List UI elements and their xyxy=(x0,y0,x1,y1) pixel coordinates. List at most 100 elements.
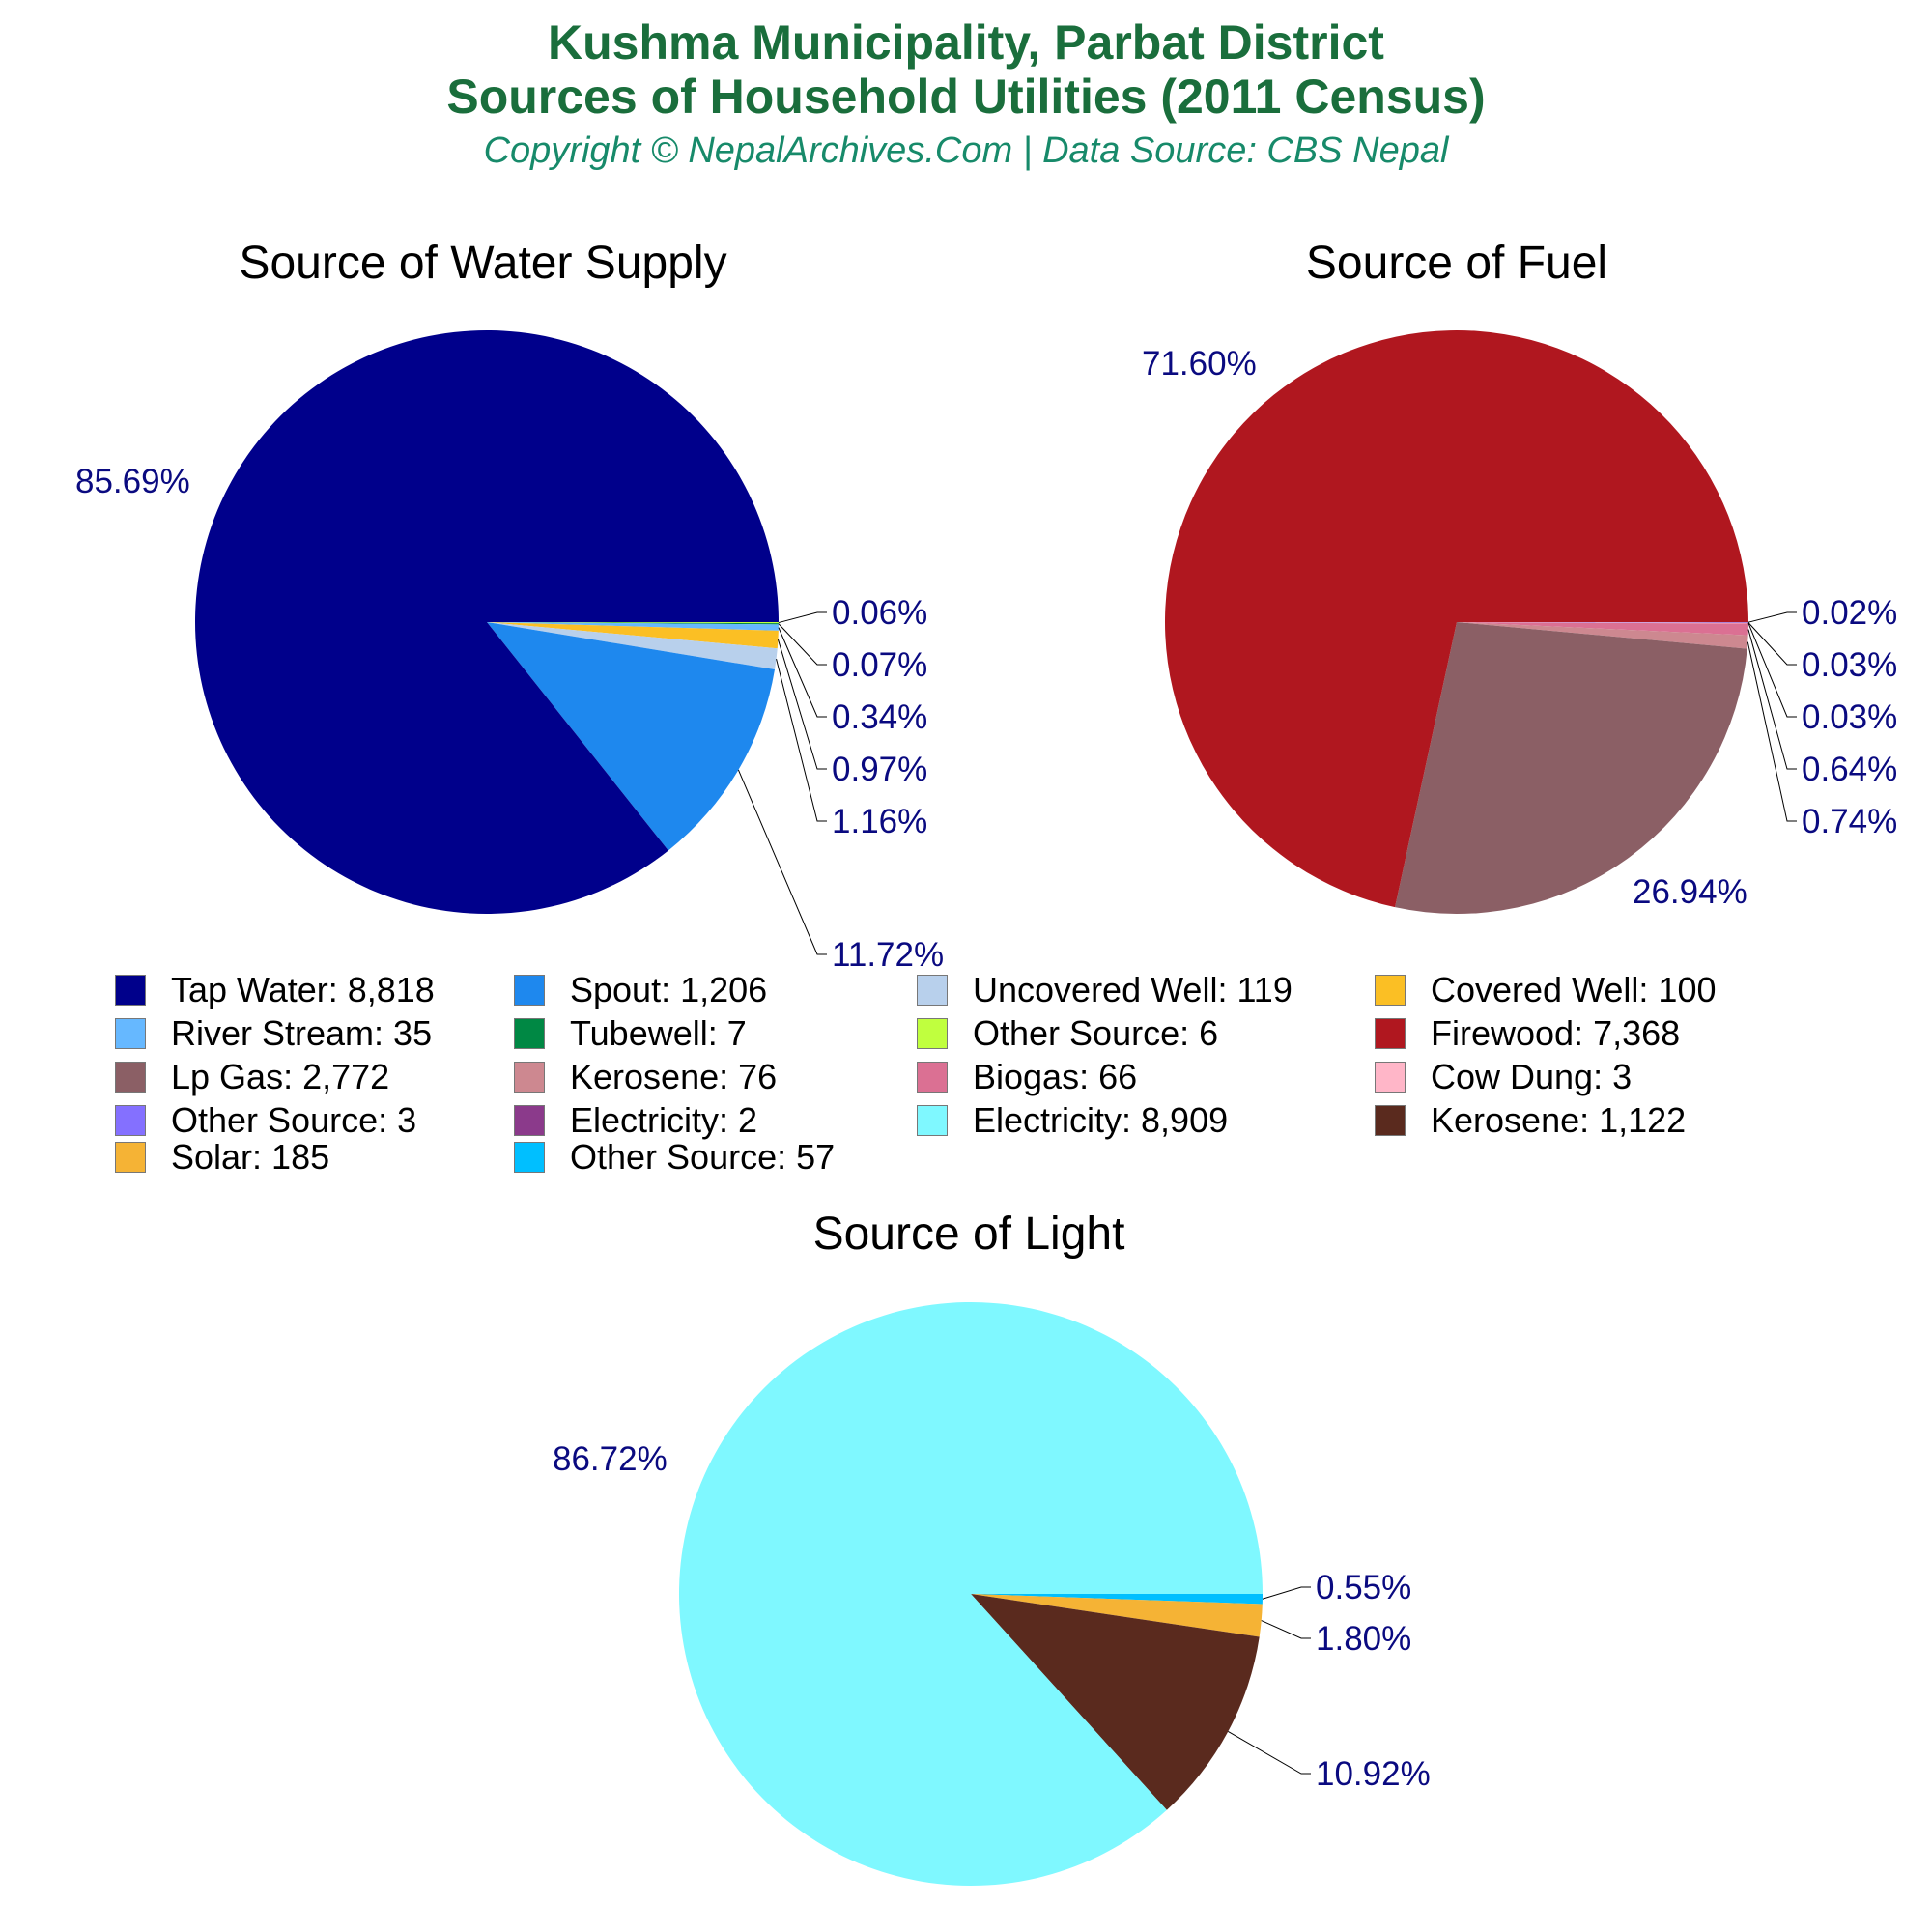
legend-item: Kerosene: 76 xyxy=(514,1057,777,1097)
chart-title-line2: Sources of Household Utilities (2011 Cen… xyxy=(446,70,1486,124)
legend-label: River Stream: 35 xyxy=(171,1013,433,1053)
leader-line xyxy=(1262,1586,1311,1600)
leader-line xyxy=(1228,1730,1311,1775)
light-pie-slice xyxy=(971,1594,1263,1605)
legend-item: Kerosene: 1,122 xyxy=(1375,1100,1686,1141)
fuel-pie-slice xyxy=(1395,622,1747,914)
chart-title-line1: Kushma Municipality, Parbat District xyxy=(548,15,1384,70)
legend-label: Tap Water: 8,818 xyxy=(171,970,435,1009)
legend-swatch xyxy=(917,1018,948,1049)
legend-item: Solar: 185 xyxy=(115,1137,329,1178)
water-pie-slice xyxy=(487,622,779,649)
water-pie-slice xyxy=(487,622,779,631)
leader-line xyxy=(1747,629,1797,770)
legend-label: Spout: 1,206 xyxy=(570,970,768,1009)
water-percent-label: 0.07% xyxy=(832,646,927,684)
legend-swatch xyxy=(1375,1062,1406,1093)
water-pie-slice xyxy=(487,622,775,851)
leader-line xyxy=(1747,623,1797,718)
legend-label: Electricity: 8,909 xyxy=(973,1100,1229,1140)
leader-line xyxy=(1747,611,1797,623)
legend-item: Spout: 1,206 xyxy=(514,970,767,1010)
leader-line xyxy=(1747,641,1797,822)
legend-label: Other Source: 57 xyxy=(570,1137,836,1177)
fuel-percent-label: 0.64% xyxy=(1802,751,1897,788)
legend-swatch xyxy=(1375,1018,1406,1049)
water-pie-slice xyxy=(487,622,779,625)
fuel-percent-label: 0.74% xyxy=(1802,803,1897,840)
legend-label: Biogas: 66 xyxy=(973,1057,1138,1096)
fuel-percent-label: 26.94% xyxy=(1633,873,1747,911)
legend-swatch xyxy=(115,1062,146,1093)
legend-item: Other Source: 6 xyxy=(917,1013,1218,1054)
chart-subtitle: Copyright © NepalArchives.Com | Data Sou… xyxy=(483,130,1449,171)
fuel-pie-slice xyxy=(1457,622,1748,624)
legend-label: Lp Gas: 2,772 xyxy=(171,1057,390,1096)
water-percent-label: 1.16% xyxy=(832,803,927,840)
legend-item: Tubewell: 7 xyxy=(514,1013,747,1054)
legend-swatch xyxy=(514,1142,545,1173)
legend-item: Uncovered Well: 119 xyxy=(917,970,1293,1010)
legend-item: Firewood: 7,368 xyxy=(1375,1013,1680,1054)
legend-swatch xyxy=(1375,1105,1406,1136)
water-pie-slice xyxy=(487,622,779,624)
light-pie-slice xyxy=(971,1594,1263,1637)
fuel-pie-slice xyxy=(1457,622,1748,649)
water-pie-slice xyxy=(487,622,778,670)
leader-line xyxy=(778,611,827,624)
legend-item: Lp Gas: 2,772 xyxy=(115,1057,389,1097)
light-percent-label: 0.55% xyxy=(1316,1569,1411,1606)
fuel-percent-label: 0.03% xyxy=(1802,698,1897,736)
legend-label: Kerosene: 76 xyxy=(570,1057,778,1096)
legend-swatch xyxy=(115,1105,146,1136)
water-pie-title: Source of Water Supply xyxy=(239,238,727,289)
legend-item: Other Source: 3 xyxy=(115,1100,416,1141)
fuel-pie-slice xyxy=(1457,622,1748,636)
legend-swatch xyxy=(917,1105,948,1136)
legend-item: Cow Dung: 3 xyxy=(1375,1057,1632,1097)
legend-label: Tubewell: 7 xyxy=(570,1013,747,1053)
leader-line xyxy=(778,627,827,718)
water-percent-label: 0.97% xyxy=(832,751,927,788)
water-percent-label: 0.34% xyxy=(832,698,927,736)
legend-item: Covered Well: 100 xyxy=(1375,970,1717,1010)
leader-line xyxy=(777,639,827,770)
legend-label: Solar: 185 xyxy=(171,1137,330,1177)
leader-line xyxy=(776,659,827,822)
legend-swatch xyxy=(1375,975,1406,1006)
legend-label: Cow Dung: 3 xyxy=(1431,1057,1633,1096)
legend-swatch xyxy=(514,1105,545,1136)
legend-swatch xyxy=(514,1018,545,1049)
legend-label: Other Source: 3 xyxy=(171,1100,417,1140)
light-pie-slice xyxy=(679,1301,1263,1886)
legend-label: Firewood: 7,368 xyxy=(1431,1013,1681,1053)
legend-item: Electricity: 8,909 xyxy=(917,1100,1228,1141)
water-percent-label: 85.69% xyxy=(75,463,190,500)
water-percent-label: 11.72% xyxy=(832,936,944,974)
light-pie-slice xyxy=(971,1594,1260,1810)
leader-line xyxy=(737,769,827,955)
legend-swatch xyxy=(115,975,146,1006)
legend-swatch xyxy=(514,1062,545,1093)
fuel-percent-label: 71.60% xyxy=(1142,345,1257,383)
legend-swatch xyxy=(917,1062,948,1093)
legend: Tap Water: 8,818 Spout: 1,206 Uncovered We… xyxy=(0,966,1932,1179)
legend-item: Biogas: 66 xyxy=(917,1057,1137,1097)
light-percent-label: 10.92% xyxy=(1316,1755,1431,1793)
fuel-percent-label: 0.02% xyxy=(1802,594,1897,632)
legend-label: Uncovered Well: 119 xyxy=(973,970,1293,1009)
legend-item: Electricity: 2 xyxy=(514,1100,757,1141)
water-pie-slice xyxy=(195,330,780,915)
water-percent-label: 0.06% xyxy=(832,594,927,632)
fuel-percent-label: 0.03% xyxy=(1802,646,1897,684)
leader-line xyxy=(1747,622,1797,666)
legend-swatch xyxy=(115,1018,146,1049)
fuel-pie-slice xyxy=(1165,330,1748,908)
legend-swatch xyxy=(514,975,545,1006)
legend-label: Kerosene: 1,122 xyxy=(1431,1100,1687,1140)
fuel-pie-title: Source of Fuel xyxy=(1305,238,1608,289)
legend-label: Electricity: 2 xyxy=(570,1100,758,1140)
legend-swatch xyxy=(115,1142,146,1173)
legend-item: Tap Water: 8,818 xyxy=(115,970,435,1010)
